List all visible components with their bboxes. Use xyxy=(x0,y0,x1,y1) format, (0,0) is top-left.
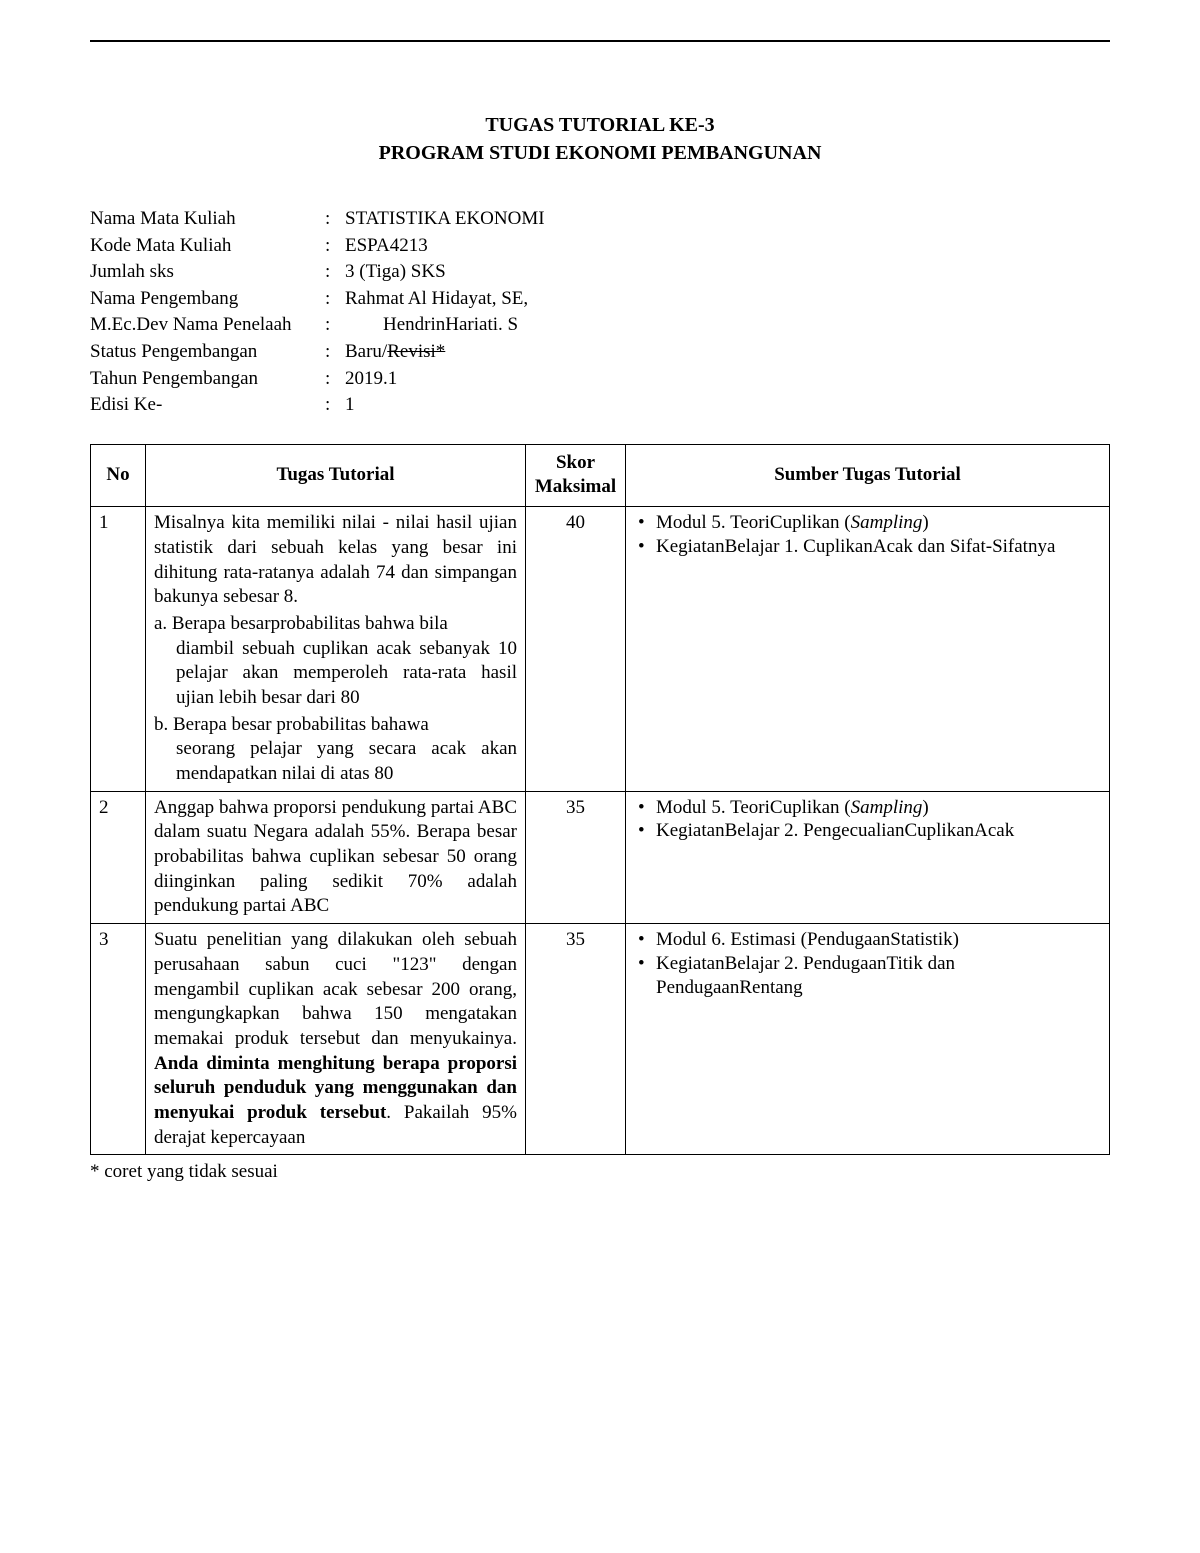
source-pre: KegiatanBelajar 2. PendugaanTitik dan Pe… xyxy=(656,953,955,998)
cell-sumber: Modul 5. TeoriCuplikan (Sampling) Kegiat… xyxy=(626,507,1110,792)
table-header-row: No Tugas Tutorial Skor Maksimal Sumber T… xyxy=(91,444,1110,506)
meta-label: Kode Mata Kuliah xyxy=(90,233,325,260)
cell-no: 2 xyxy=(91,791,146,923)
top-rule xyxy=(90,40,1110,42)
meta-label: M.Ec.Dev Nama Penelaah xyxy=(90,312,325,339)
meta-colon: : xyxy=(325,366,345,393)
meta-label: Nama Pengembang xyxy=(90,286,325,313)
th-skor: Skor Maksimal xyxy=(526,444,626,506)
table-row: 1 Misalnya kita memiliki nilai - nilai h… xyxy=(91,507,1110,792)
tugas-sub-a: a. Berapa besarprobabilitas bahwa bila xyxy=(154,612,517,637)
tugas-sub-a-body: diambil sebuah cuplikan acak sebanyak 10… xyxy=(154,637,517,711)
tugas-mixed: Suatu penelitian yang dilakukan oleh seb… xyxy=(154,928,517,1150)
meta-value-prefix: Baru/ xyxy=(345,341,387,362)
source-italic: Sampling xyxy=(851,512,923,533)
th-no: No xyxy=(91,444,146,506)
meta-colon: : xyxy=(325,312,345,339)
meta-colon: : xyxy=(325,233,345,260)
tugas-sub-b-body: seorang pelajar yang secara acak akan me… xyxy=(154,737,517,786)
meta-colon: : xyxy=(325,259,345,286)
meta-row: Nama Pengembang : Rahmat Al Hidayat, SE, xyxy=(90,286,1110,313)
source-pre: KegiatanBelajar 1. CuplikanAcak dan Sifa… xyxy=(656,536,1055,557)
meta-row: Tahun Pengembangan : 2019.1 xyxy=(90,366,1110,393)
header-line-1: TUGAS TUTORIAL KE-3 xyxy=(90,112,1110,138)
meta-row: Edisi Ke- : 1 xyxy=(90,392,1110,419)
meta-row: M.Ec.Dev Nama Penelaah : HendrinHariati.… xyxy=(90,312,1110,339)
source-pre: Modul 6. Estimasi (PendugaanStatistik) xyxy=(656,929,959,950)
tugas-intro: Anggap bahwa proporsi pendukung partai A… xyxy=(154,796,517,919)
meta-value: ESPA4213 xyxy=(345,233,1110,260)
cell-skor: 35 xyxy=(526,924,626,1155)
source-item: KegiatanBelajar 2. PengecualianCuplikanA… xyxy=(634,819,1101,843)
meta-row: Status Pengembangan : Baru/Revisi* xyxy=(90,339,1110,366)
source-list: Modul 6. Estimasi (PendugaanStatistik) K… xyxy=(634,928,1101,999)
th-skor-line1: Skor xyxy=(530,451,621,476)
th-skor-line2: Maksimal xyxy=(530,475,621,500)
meta-colon: : xyxy=(325,392,345,419)
source-pre: Modul 5. TeoriCuplikan ( xyxy=(656,512,851,533)
source-list: Modul 5. TeoriCuplikan (Sampling) Kegiat… xyxy=(634,796,1101,844)
cell-no: 3 xyxy=(91,924,146,1155)
meta-label: Status Pengembangan xyxy=(90,339,325,366)
meta-label: Jumlah sks xyxy=(90,259,325,286)
meta-label: Edisi Ke- xyxy=(90,392,325,419)
meta-value: 3 (Tiga) SKS xyxy=(345,259,1110,286)
cell-no: 1 xyxy=(91,507,146,792)
meta-value: Rahmat Al Hidayat, SE, xyxy=(345,286,1110,313)
th-sumber: Sumber Tugas Tutorial xyxy=(626,444,1110,506)
source-item: KegiatanBelajar 1. CuplikanAcak dan Sifa… xyxy=(634,535,1101,559)
meta-value-strike: Revisi* xyxy=(387,341,445,362)
document-header: TUGAS TUTORIAL KE-3 PROGRAM STUDI EKONOM… xyxy=(90,112,1110,166)
cell-skor: 40 xyxy=(526,507,626,792)
footnote: * coret yang tidak sesuai xyxy=(90,1160,1110,1185)
cell-tugas: Anggap bahwa proporsi pendukung partai A… xyxy=(146,791,526,923)
source-item: KegiatanBelajar 2. PendugaanTitik dan Pe… xyxy=(634,952,1101,1000)
meta-row: Kode Mata Kuliah : ESPA4213 xyxy=(90,233,1110,260)
source-post: ) xyxy=(922,797,928,818)
source-item: Modul 5. TeoriCuplikan (Sampling) xyxy=(634,511,1101,535)
meta-value: HendrinHariati. S xyxy=(345,312,1110,339)
tugas-intro: Misalnya kita memiliki nilai - nilai has… xyxy=(154,511,517,610)
metadata-block: Nama Mata Kuliah : STATISTIKA EKONOMI Ko… xyxy=(90,206,1110,419)
cell-tugas: Misalnya kita memiliki nilai - nilai has… xyxy=(146,507,526,792)
meta-row: Nama Mata Kuliah : STATISTIKA EKONOMI xyxy=(90,206,1110,233)
source-italic: Sampling xyxy=(851,797,923,818)
meta-colon: : xyxy=(325,206,345,233)
source-item: Modul 6. Estimasi (PendugaanStatistik) xyxy=(634,928,1101,952)
table-row: 2 Anggap bahwa proporsi pendukung partai… xyxy=(91,791,1110,923)
source-pre: KegiatanBelajar 2. PengecualianCuplikanA… xyxy=(656,820,1014,841)
tasks-table: No Tugas Tutorial Skor Maksimal Sumber T… xyxy=(90,444,1110,1156)
source-post: ) xyxy=(922,512,928,533)
meta-value: 2019.1 xyxy=(345,366,1110,393)
source-pre: Modul 5. TeoriCuplikan ( xyxy=(656,797,851,818)
source-list: Modul 5. TeoriCuplikan (Sampling) Kegiat… xyxy=(634,511,1101,559)
meta-value-text: HendrinHariati. S xyxy=(345,314,518,335)
table-row: 3 Suatu penelitian yang dilakukan oleh s… xyxy=(91,924,1110,1155)
meta-label: Tahun Pengembangan xyxy=(90,366,325,393)
meta-value: 1 xyxy=(345,392,1110,419)
meta-label: Nama Mata Kuliah xyxy=(90,206,325,233)
meta-colon: : xyxy=(325,339,345,366)
tugas-pre: Suatu penelitian yang dilakukan oleh seb… xyxy=(154,929,517,1049)
meta-row: Jumlah sks : 3 (Tiga) SKS xyxy=(90,259,1110,286)
header-line-2: PROGRAM STUDI EKONOMI PEMBANGUNAN xyxy=(90,140,1110,166)
cell-sumber: Modul 5. TeoriCuplikan (Sampling) Kegiat… xyxy=(626,791,1110,923)
meta-colon: : xyxy=(325,286,345,313)
cell-sumber: Modul 6. Estimasi (PendugaanStatistik) K… xyxy=(626,924,1110,1155)
cell-tugas: Suatu penelitian yang dilakukan oleh seb… xyxy=(146,924,526,1155)
meta-value: STATISTIKA EKONOMI xyxy=(345,206,1110,233)
tugas-sub-b: b. Berapa besar probabilitas bahawa xyxy=(154,713,517,738)
th-tugas: Tugas Tutorial xyxy=(146,444,526,506)
cell-skor: 35 xyxy=(526,791,626,923)
meta-value: Baru/Revisi* xyxy=(345,339,1110,366)
source-item: Modul 5. TeoriCuplikan (Sampling) xyxy=(634,796,1101,820)
